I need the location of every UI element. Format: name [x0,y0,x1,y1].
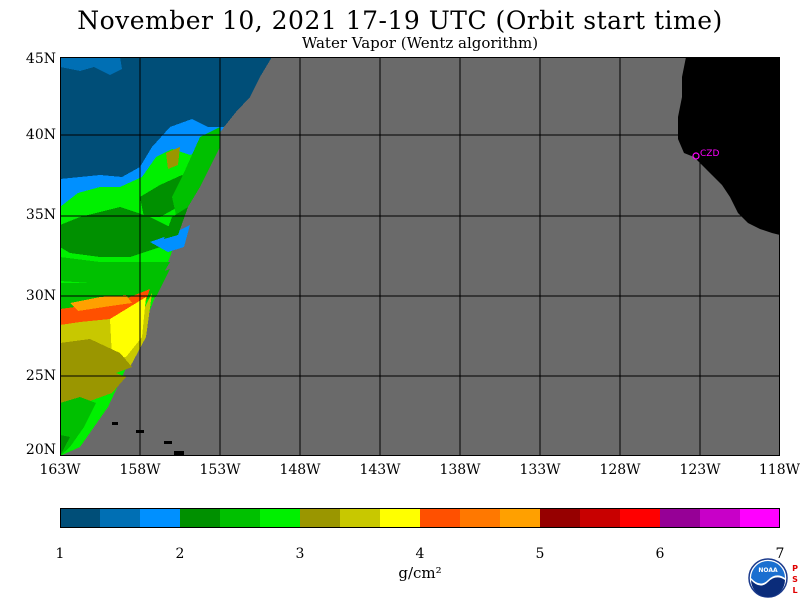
lat-label-45n: 45N [25,51,56,67]
lat-label-30n: 30N [25,288,56,304]
colorbar-tick-2: 2 [175,546,185,562]
lon-label-148w: 148W [279,462,321,478]
map-frame [60,57,780,456]
colorbar-tick-6: 6 [655,546,665,562]
station-czd-marker: CZD [692,149,719,160]
colorbar-tick-3: 3 [295,546,305,562]
lon-label-123w: 123W [679,462,721,478]
lon-label-133w: 133W [519,462,561,478]
colorbar-tick-1: 1 [55,546,65,562]
lat-label-35n: 35N [25,207,56,223]
colorbar-tick-4: 4 [415,546,425,562]
colorbar-tick-5: 5 [535,546,545,562]
colorbar-swatch [60,508,101,528]
noaa-logo-text: NOAA [758,567,778,574]
lon-label-138w: 138W [439,462,481,478]
colorbar-frame [60,508,780,528]
lon-label-128w: 128W [599,462,641,478]
psl-logo-letter: L [792,586,797,595]
water-vapor-map: CZD [60,57,780,456]
colorbar-swatch [180,508,221,528]
colorbar-swatch [300,508,341,528]
lat-label-25n: 25N [25,368,56,384]
colorbar-swatch [500,508,541,528]
colorbar-swatch [540,508,581,528]
colorbar-swatch [420,508,461,528]
lon-label-163w: 163W [39,462,81,478]
lat-label-40n: 40N [25,127,56,143]
swath-data [60,57,272,456]
colorbar-swatch [220,508,261,528]
colorbar-swatch [100,508,141,528]
colorbar-swatch [700,508,741,528]
noaa-logo: NOAA [748,558,788,598]
psl-logo-letter: S [792,575,798,584]
colorbar-swatch [580,508,621,528]
station-label: CZD [700,149,719,159]
page-title: November 10, 2021 17-19 UTC (Orbit start… [77,6,723,35]
lon-label-153w: 153W [199,462,241,478]
colorbar-swatch [660,508,701,528]
lon-label-158w: 158W [119,462,161,478]
psl-logo-letter: P [792,564,798,573]
lat-label-20n: 20N [25,442,56,458]
lon-label-118w: 118W [758,462,800,478]
colorbar-swatch [620,508,661,528]
colorbar-tick-7: 7 [775,546,785,562]
psl-logo: PSL [792,564,798,595]
colorbar-swatch [260,508,301,528]
colorbar-swatch [380,508,421,528]
colorbar [60,508,780,528]
colorbar-swatch [140,508,181,528]
colorbar-swatch [460,508,501,528]
product-subtitle: Water Vapor (Wentz algorithm) [301,34,539,52]
lon-label-143w: 143W [359,462,401,478]
graticule [60,57,780,456]
colorbar-swatch [340,508,381,528]
land-mass [678,57,780,235]
colorbar-units: g/cm² [398,564,442,582]
colorbar-swatch [740,508,780,528]
